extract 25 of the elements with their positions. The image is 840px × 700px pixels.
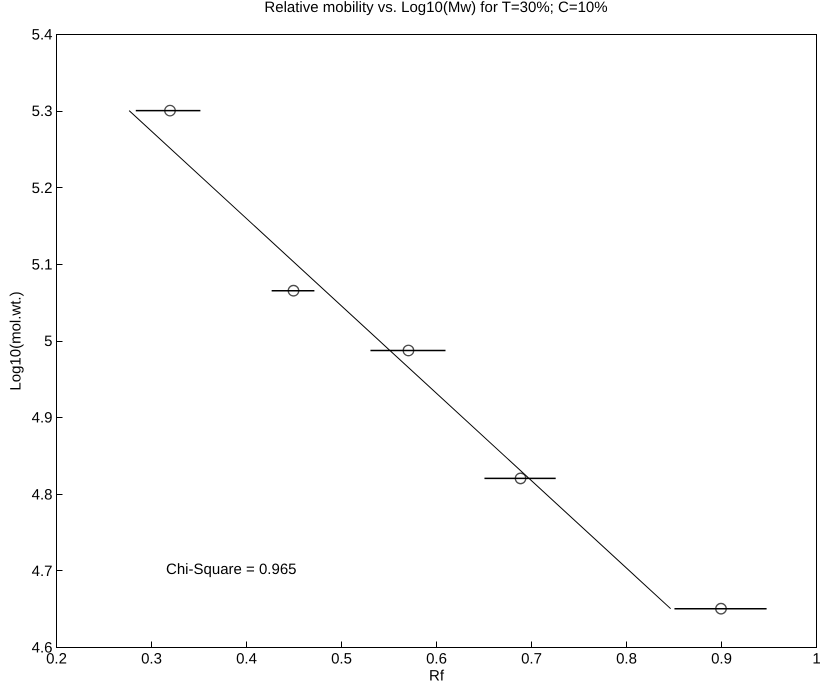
x-tick-label: 1 xyxy=(812,650,821,668)
point xyxy=(164,104,176,117)
point xyxy=(514,472,526,484)
annotation: Chi-Square = 0.965 xyxy=(166,561,297,578)
x-tick-label: 0.7 xyxy=(521,650,542,668)
chart-title: Relative mobility vs. Log10(Mw) for T=30%; C=10% xyxy=(264,0,608,16)
y-axis-title: Log10(mol.wt.) xyxy=(8,291,25,391)
x-tick-label: 0.8 xyxy=(616,650,637,668)
point xyxy=(402,344,414,356)
y-tick-label: 5 xyxy=(44,333,52,350)
y-tick-label: 5.2 xyxy=(32,180,52,197)
y-tick-label: 4.7 xyxy=(32,562,52,580)
y-tick-label: 5.1 xyxy=(32,256,52,274)
x-tick-label: 0.5 xyxy=(331,650,352,668)
x-tick-label: 0.6 xyxy=(426,650,447,668)
y-tick-label: 4.9 xyxy=(32,410,52,427)
y-tick-label: 5.4 xyxy=(32,26,52,44)
x-tick-label: 0.9 xyxy=(711,650,732,668)
y-tick-label: 4.8 xyxy=(32,486,52,504)
x-axis-title: Rf xyxy=(429,668,445,684)
x-tick-label: 0.3 xyxy=(141,650,162,668)
y-tick-label: 5.3 xyxy=(32,103,52,120)
point xyxy=(715,602,727,615)
point xyxy=(288,284,300,297)
x-tick-label: 0.4 xyxy=(236,650,257,668)
